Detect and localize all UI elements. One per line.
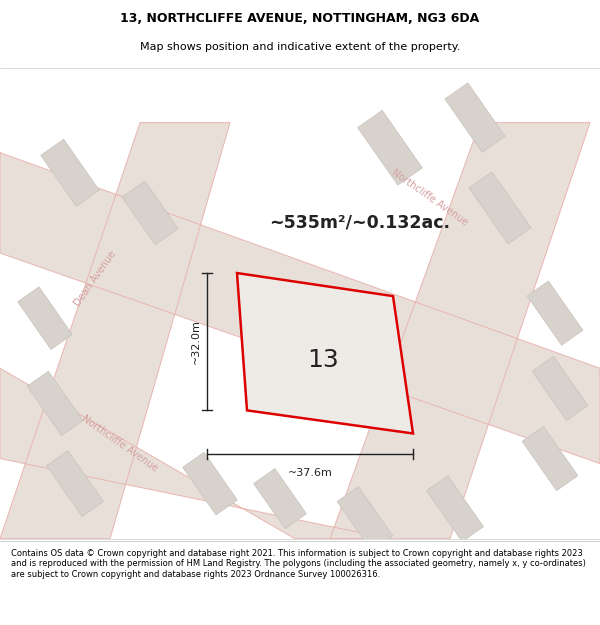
Polygon shape [0,368,390,539]
Polygon shape [122,181,178,245]
Polygon shape [445,83,505,152]
Text: Contains OS data © Crown copyright and database right 2021. This information is : Contains OS data © Crown copyright and d… [11,549,586,579]
Text: 13: 13 [307,348,339,372]
Text: Northcliffe Avenue: Northcliffe Avenue [390,168,470,228]
Polygon shape [358,111,422,185]
Polygon shape [183,452,237,515]
Text: ~535m²/~0.132ac.: ~535m²/~0.132ac. [269,214,451,232]
Polygon shape [532,356,588,421]
Polygon shape [254,469,307,529]
Text: Map shows position and indicative extent of the property.: Map shows position and indicative extent… [140,42,460,52]
Polygon shape [522,426,578,491]
Polygon shape [0,152,600,464]
Polygon shape [469,172,531,244]
Polygon shape [330,122,590,539]
Polygon shape [527,281,583,345]
Polygon shape [18,287,72,349]
Polygon shape [237,273,413,434]
Polygon shape [47,451,103,516]
Text: 13, NORTHCLIFFE AVENUE, NOTTINGHAM, NG3 6DA: 13, NORTHCLIFFE AVENUE, NOTTINGHAM, NG3 … [121,12,479,26]
Polygon shape [337,487,393,551]
Text: ~32.0m: ~32.0m [191,319,201,364]
Polygon shape [27,371,83,436]
Polygon shape [41,139,99,206]
Polygon shape [427,476,484,542]
Text: ~37.6m: ~37.6m [287,468,332,478]
Text: Dean Avenue: Dean Avenue [72,249,118,308]
Text: Northcliffe Avenue: Northcliffe Avenue [80,414,160,474]
Polygon shape [0,122,230,539]
